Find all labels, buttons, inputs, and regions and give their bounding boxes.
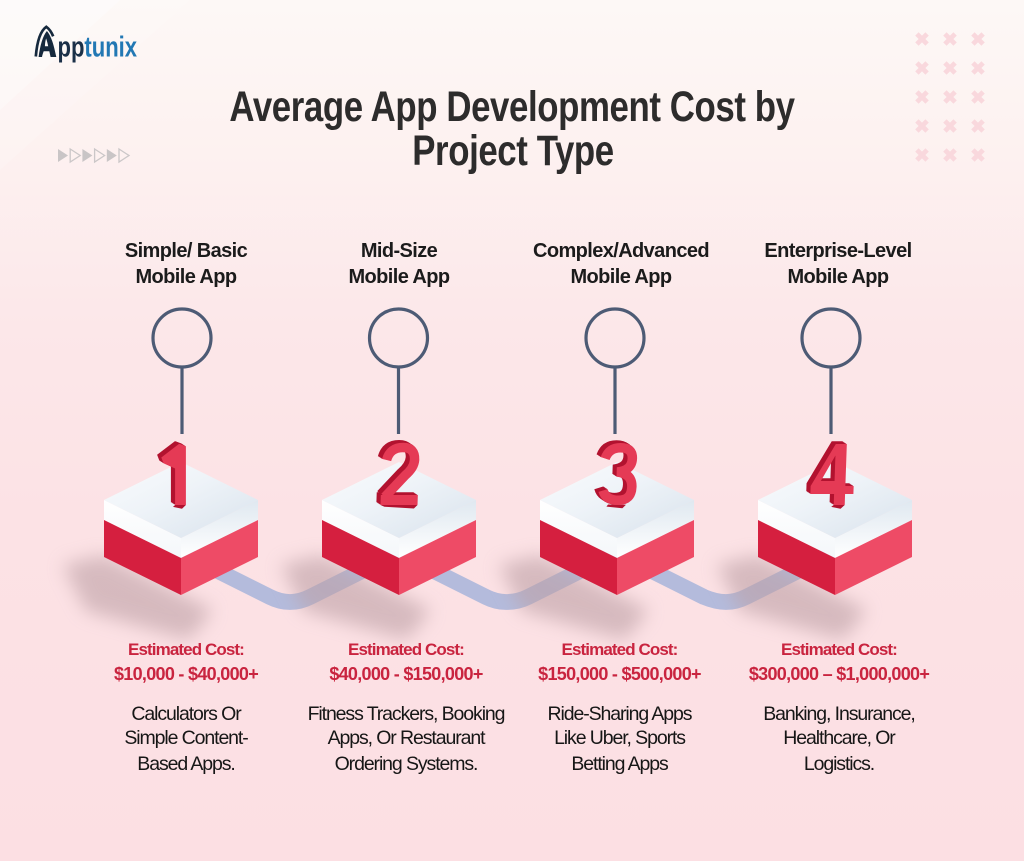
svg-text:$150,000 - $500,000+: $150,000 - $500,000+ bbox=[538, 664, 701, 684]
svg-text:Simple/ Basic: Simple/ Basic bbox=[125, 240, 248, 262]
svg-text:Enterprise-Level: Enterprise-Level bbox=[764, 240, 911, 262]
svg-text:$40,000 - $150,000+: $40,000 - $150,000+ bbox=[329, 664, 483, 684]
svg-text:Complex/Advanced: Complex/Advanced bbox=[533, 240, 709, 262]
svg-text:Estimated Cost:: Estimated Cost: bbox=[562, 640, 678, 659]
svg-text:Betting Apps: Betting Apps bbox=[571, 753, 669, 775]
svg-text:Estimated Cost:: Estimated Cost: bbox=[128, 640, 244, 659]
svg-text:Banking, Insurance,: Banking, Insurance, bbox=[763, 703, 914, 725]
svg-text:Average App Development Cost b: Average App Development Cost by bbox=[229, 84, 795, 131]
svg-text:Healthcare, Or: Healthcare, Or bbox=[783, 727, 896, 749]
svg-text:Ordering Systems.: Ordering Systems. bbox=[335, 753, 478, 775]
svg-text:Mid-Size: Mid-Size bbox=[361, 240, 438, 262]
svg-text:Apps, Or Restaurant: Apps, Or Restaurant bbox=[328, 727, 487, 749]
svg-text:$300,000 – $1,000,000+: $300,000 – $1,000,000+ bbox=[749, 664, 929, 684]
svg-text:Calculators Or: Calculators Or bbox=[131, 703, 242, 725]
svg-text:Logistics.: Logistics. bbox=[804, 753, 874, 775]
svg-text:Mobile App: Mobile App bbox=[348, 266, 449, 288]
svg-text:$10,000 - $40,000+: $10,000 - $40,000+ bbox=[114, 664, 258, 684]
svg-text:Like Uber, Sports: Like Uber, Sports bbox=[554, 727, 686, 749]
svg-text:Based Apps.: Based Apps. bbox=[137, 753, 234, 775]
svg-text:Fitness Trackers, Booking: Fitness Trackers, Booking bbox=[308, 703, 505, 725]
svg-text:pptunix: pptunix bbox=[58, 32, 138, 64]
svg-text:Mobile App: Mobile App bbox=[787, 266, 888, 288]
svg-text:Ride-Sharing Apps: Ride-Sharing Apps bbox=[548, 703, 693, 725]
svg-text:Project Type: Project Type bbox=[412, 128, 614, 175]
svg-text:Mobile App: Mobile App bbox=[570, 266, 671, 288]
svg-text:Mobile App: Mobile App bbox=[135, 266, 236, 288]
svg-text:Estimated Cost:: Estimated Cost: bbox=[781, 640, 897, 659]
svg-text:Estimated Cost:: Estimated Cost: bbox=[348, 640, 464, 659]
svg-text:Simple Content-: Simple Content- bbox=[124, 727, 248, 749]
